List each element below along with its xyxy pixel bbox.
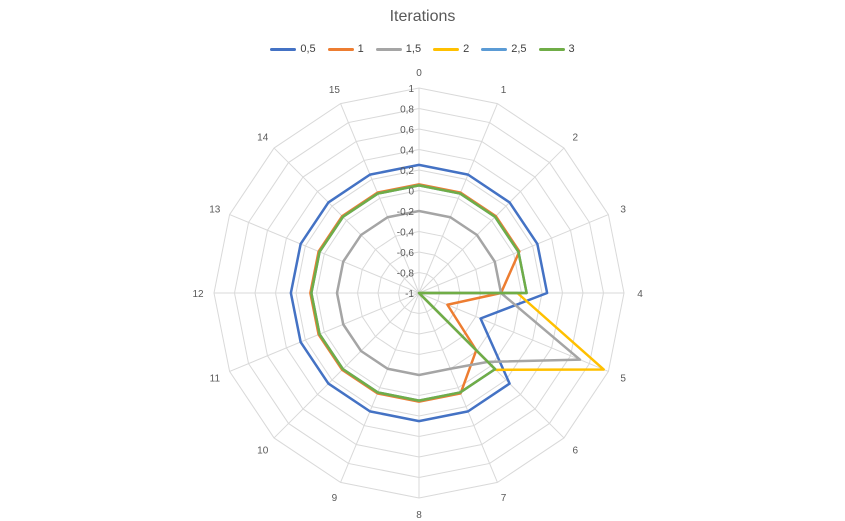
grid-spoke [340,292,420,483]
category-label: 2 [572,133,578,144]
radial-tick-label: 0,6 [400,125,414,136]
legend-label: 1 [357,43,364,55]
category-label: 11 [210,374,221,385]
grid-spoke [418,214,609,294]
legend-label: 2 [463,43,470,55]
grid-spoke [273,292,420,439]
legend-label: 1,5 [405,43,422,55]
grid-spoke [340,103,420,294]
radial-tick-label: -0,6 [397,248,415,259]
radial-tick-label: 0,2 [400,166,414,177]
radial-tick-label: -0,2 [397,207,415,218]
legend-item: 2 [433,43,469,55]
category-label: 12 [192,289,204,300]
series-line-0 [289,163,549,423]
radial-tick-label: 0,8 [400,105,414,116]
radial-tick-label: -0,8 [397,269,415,280]
category-label: 5 [620,374,626,385]
category-label: 7 [501,493,507,504]
category-label: 10 [257,445,269,456]
legend-label: 0,5 [300,43,316,55]
series-line-5 [310,184,528,402]
category-label: 0 [416,68,422,79]
grid-spoke [273,147,420,294]
grid-spoke [229,214,420,294]
radial-tick-label: 0,4 [400,146,414,157]
category-label: 13 [209,204,221,215]
radial-tick-label: 1 [408,84,414,95]
legend-item: 3 [538,43,575,55]
legend-label: 3 [568,43,575,55]
radial-tick-label: -0,4 [397,228,415,239]
chart-title: Iterations [389,8,456,25]
category-label: 6 [572,445,578,456]
legend-swatch [270,47,297,51]
legend-item: 0,5 [270,43,316,55]
legend-swatch [327,47,354,51]
grid-spoke [418,292,498,483]
category-label: 8 [416,510,422,521]
series-line-2 [335,209,582,377]
radial-tick-label: 0 [408,187,414,198]
legend-item: 2,5 [481,43,527,55]
legend-label: 2,5 [511,43,527,55]
legend-item: 1 [327,43,364,55]
category-label: 4 [637,289,643,300]
grid-spoke [229,292,420,372]
chart-legend: 0,5 1 1,5 2 2,5 3 [0,43,845,55]
category-label: 1 [501,85,507,96]
grid-spoke [418,147,565,294]
legend-swatch [375,47,402,51]
legend-item: 1,5 [375,43,422,55]
category-label: 3 [620,204,626,215]
category-label: 14 [257,133,269,144]
grid-spoke [418,103,498,294]
category-label: 15 [329,85,341,96]
legend-swatch [538,47,565,51]
legend-swatch [481,47,508,51]
radial-tick-label: -1 [405,289,414,300]
legend-swatch [433,47,460,51]
category-label: 9 [332,493,338,504]
